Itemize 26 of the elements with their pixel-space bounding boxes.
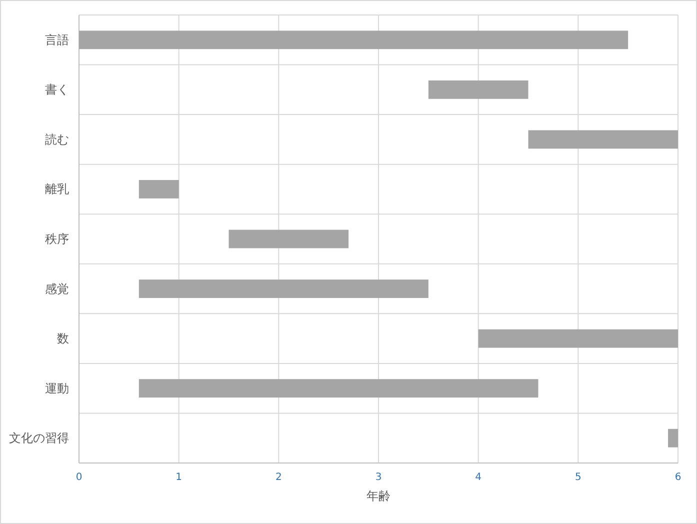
x-tick-label: 1 bbox=[176, 472, 182, 483]
bar bbox=[138, 180, 179, 198]
bar bbox=[228, 230, 349, 248]
y-tick-label: 秩序 bbox=[45, 232, 69, 246]
x-tick-label: 0 bbox=[76, 472, 82, 483]
y-tick-label: 数 bbox=[57, 332, 69, 346]
y-tick-label: 感覚 bbox=[45, 282, 69, 296]
x-axis-title: 年齢 bbox=[366, 489, 390, 503]
x-tick-label: 4 bbox=[475, 472, 482, 483]
x-tick-label: 2 bbox=[275, 472, 282, 483]
x-tick-label: 6 bbox=[674, 472, 682, 483]
x-tick-label: 3 bbox=[375, 472, 382, 483]
bar bbox=[668, 428, 678, 448]
bar bbox=[428, 80, 528, 99]
y-tick-label: 言語 bbox=[45, 32, 69, 47]
y-tick-label: 文化の習得 bbox=[9, 431, 69, 446]
bar bbox=[528, 130, 678, 149]
y-tick-label: 書く bbox=[45, 82, 69, 97]
y-tick-label: 運動 bbox=[45, 381, 69, 396]
y-tick-label: 離乳 bbox=[45, 182, 69, 196]
bar bbox=[79, 30, 628, 50]
bar bbox=[138, 280, 428, 298]
bar bbox=[138, 379, 538, 398]
x-tick-label: 5 bbox=[574, 472, 582, 483]
bar bbox=[478, 329, 678, 348]
y-tick-label: 読む bbox=[45, 132, 69, 146]
